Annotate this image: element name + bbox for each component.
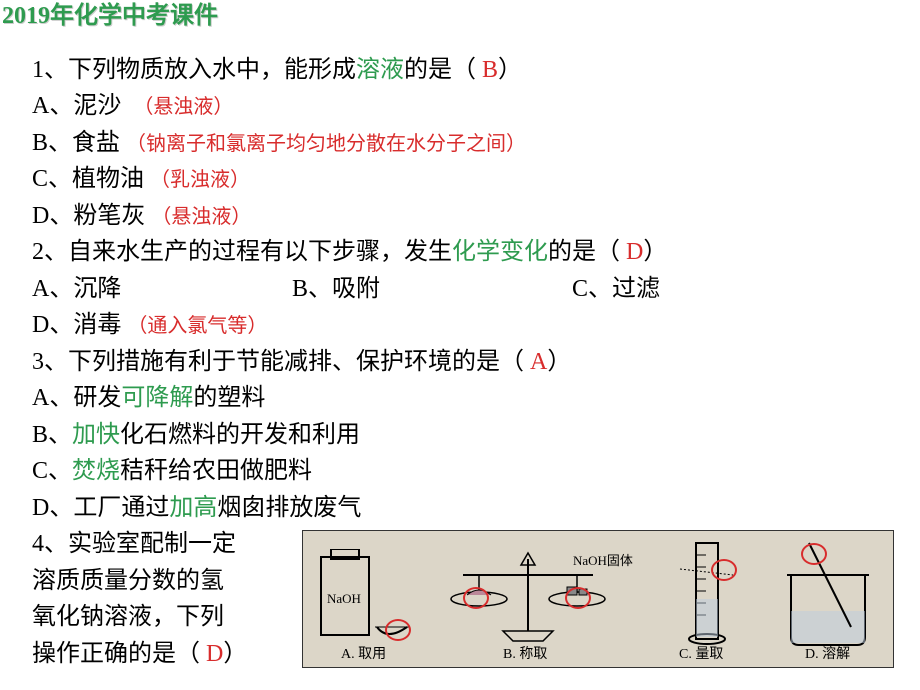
q3-a-g: 可降解 [121,385,193,411]
diagram-c-label: C. 量取 [679,644,723,665]
q2-d-note: （通入氯气等） [127,315,267,337]
q2-answer: D [626,239,643,265]
q1-b-note: （钠离子和氯离子均匀地分散在水分子之间） [126,133,526,155]
q3-d-g: 加高 [169,495,217,521]
q4-line4-b: ） [223,641,247,667]
q1-answer: B [482,57,498,83]
q3-b-a: B、 [32,422,72,448]
q1-d-note: （悬浊液） [151,206,251,228]
q1-d-text: D、粉笔灰 [32,203,145,229]
q3-a: A、研发可降解的塑料 [32,380,902,416]
q2-stem-c: ） [643,239,667,265]
q1-b-text: B、食盐 [32,130,120,156]
q1-stem-a: 1、下列物质放入水中，能形成 [32,57,356,83]
q3-b-g: 加快 [72,422,120,448]
diagram-d-icon [773,541,883,651]
q1-c-note: （乳浊液） [150,169,250,191]
q1-stem: 1、下列物质放入水中，能形成溶液的是（ B） [32,52,902,88]
diagram-c-icon [678,539,738,651]
q1-opt-b: B、食盐 （钠离子和氯离子均匀地分散在水分子之间） [32,125,902,161]
q1-a-text: A、泥沙 [32,93,121,119]
q3-stem: 3、下列措施有利于节能减排、保护环境的是（ A） [32,344,902,380]
q3-answer: A [530,349,547,375]
q1-opt-c: C、植物油 （乳浊液） [32,161,902,197]
q4-text: 4、实验室配制一定 溶质质量分数的氢 氧化钠溶液，下列 操作正确的是（ D） [32,526,292,672]
q2-stem-a: 2、自来水生产的过程有以下步骤，发生 [32,239,452,265]
q2-opts-row1: A、沉降 B、吸附 C、过滤 [32,271,902,307]
q2-stem-b: 的是（ [548,239,620,265]
q3-c: C、焚烧秸秆给农田做肥料 [32,453,902,489]
diagram-c-circle [711,559,737,581]
q4-answer: D [206,641,223,667]
q3-c-b: 秸秆给农田做肥料 [120,458,312,484]
q1-opt-a: A、泥沙 （悬浊液） [32,88,902,124]
q1-stem-c: ） [498,57,522,83]
slide-content: 1、下列物质放入水中，能形成溶液的是（ B） A、泥沙 （悬浊液） B、食盐 （… [32,52,902,672]
diagram-b-circle2 [565,587,591,609]
q3-a-b: 的塑料 [193,385,265,411]
q2-stem-green: 化学变化 [452,239,548,265]
q2-a: A、沉降 [32,271,292,307]
diagram-a-label: A. 取用 [341,644,386,665]
q3-b-b: 化石燃料的开发和利用 [120,422,360,448]
diagram-b-naoh-label: NaOH固体 [573,551,633,571]
q2-opt-d: D、消毒 （通入氯气等） [32,307,902,343]
q3-d-b: 烟囱排放废气 [217,495,361,521]
q3-c-g: 焚烧 [72,458,120,484]
q4-line2: 溶质质量分数的氢 [32,563,292,599]
q1-stem-b: 的是（ [404,57,476,83]
q3-stem-a: 3、下列措施有利于节能减排、保护环境的是（ [32,349,524,375]
diagram-a-circle [385,619,411,641]
diagram-d-circle [801,543,827,565]
q1-c-text: C、植物油 [32,166,144,192]
q2-b: B、吸附 [292,271,572,307]
q4-line4-a: 操作正确的是（ [32,641,200,667]
q3-d-a: D、工厂通过 [32,495,169,521]
q4-line3: 氧化钠溶液，下列 [32,599,292,635]
diagram-b-circle1 [463,587,489,609]
q2-stem: 2、自来水生产的过程有以下步骤，发生化学变化的是（ D） [32,234,902,270]
q1-a-note: （悬浊液） [133,96,233,118]
q4-line1: 4、实验室配制一定 [32,526,292,562]
q4-line4: 操作正确的是（ D） [32,636,292,672]
q2-c: C、过滤 [572,271,772,307]
q3-d: D、工厂通过加高烟囱排放废气 [32,490,902,526]
diagram-d-label: D. 溶解 [805,644,850,665]
q1-stem-green: 溶液 [356,57,404,83]
svg-text:NaOH: NaOH [327,591,361,606]
slide-title: 2019年化学中考课件 [2,2,262,31]
q3-a-a: A、研发 [32,385,121,411]
q3-stem-b: ） [547,349,571,375]
q4-diagram: NaOH A. 取用 NaOH固体 [302,530,894,668]
q2-d: D、消毒 [32,312,121,338]
q3-c-a: C、 [32,458,72,484]
diagram-b-label: B. 称取 [503,644,547,665]
q4-block: 4、实验室配制一定 溶质质量分数的氢 氧化钠溶液，下列 操作正确的是（ D） N… [32,526,902,672]
q3-b: B、加快化石燃料的开发和利用 [32,417,902,453]
q1-opt-d: D、粉笔灰 （悬浊液） [32,198,902,234]
